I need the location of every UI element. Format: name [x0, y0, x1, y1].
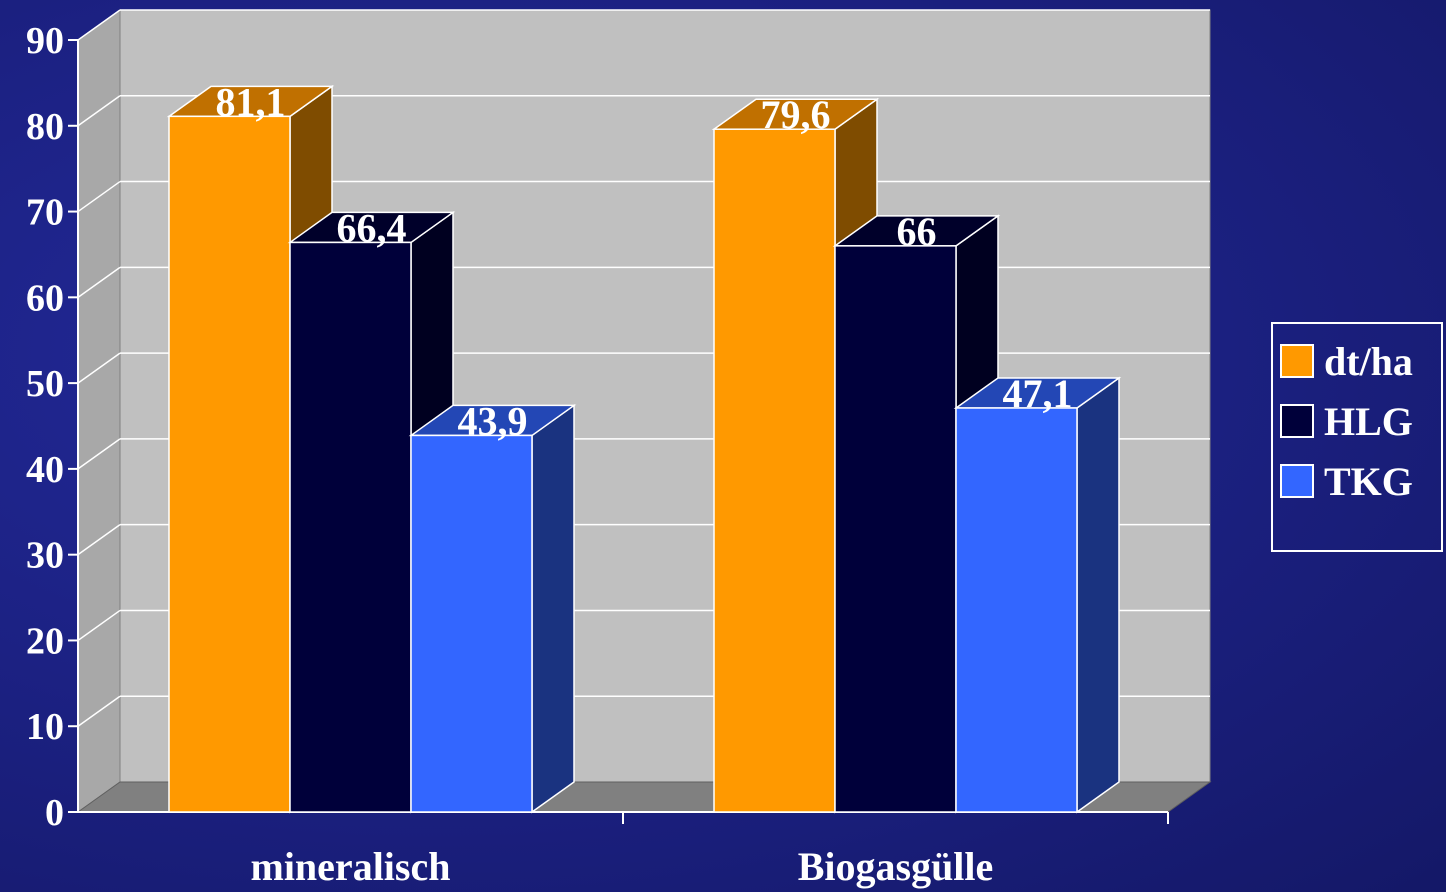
gridline-side: [77, 438, 121, 470]
data-label: 66: [897, 209, 937, 254]
gridline-side: [77, 180, 121, 213]
legend-label: HLG: [1324, 399, 1413, 444]
y-tick-label: 30: [26, 535, 64, 577]
legend-swatch: [1280, 344, 1314, 378]
bar: [953, 376, 1122, 814]
y-tick-label: 90: [26, 20, 64, 62]
y-tick-label: 10: [26, 706, 64, 748]
data-label: 43,9: [458, 398, 528, 443]
gridline-side: [77, 95, 121, 127]
data-label: 47,1: [1003, 371, 1073, 416]
data-label: 66,4: [337, 205, 407, 250]
data-label: 79,6: [761, 92, 831, 137]
y-tick-label: 50: [26, 363, 64, 405]
bar-front: [713, 128, 836, 813]
bar-side: [531, 403, 575, 814]
bar: [408, 403, 577, 814]
gridline-side: [77, 9, 121, 41]
bar-front: [955, 407, 1078, 813]
bars: [166, 84, 1122, 814]
legend-label: TKG: [1324, 459, 1413, 504]
bar-front: [289, 241, 412, 813]
gridline-side: [77, 352, 121, 384]
legend-swatch: [1280, 464, 1314, 498]
legend-box: [1271, 322, 1443, 552]
x-category-label: Biogasgülle: [798, 844, 994, 889]
x-category-label: mineralisch: [251, 844, 451, 889]
gridline-side: [77, 524, 121, 556]
legend: dt/ha HLG TKG: [1271, 322, 1443, 552]
bar-front: [168, 115, 291, 813]
side-wall: [77, 9, 121, 813]
bar-side: [1076, 376, 1120, 814]
bar-front: [410, 434, 533, 813]
y-tick-label: 0: [45, 792, 64, 834]
bar-front: [834, 245, 957, 813]
data-label: 81,1: [216, 79, 286, 124]
legend-swatch: [1280, 404, 1314, 438]
y-tick-label: 40: [26, 449, 64, 491]
gridline-side: [77, 266, 121, 298]
gridline-side: [77, 695, 121, 727]
y-tick-label: 80: [26, 106, 64, 148]
y-tick-label: 70: [26, 192, 64, 234]
y-tick-label: 60: [26, 277, 64, 319]
legend-label: dt/ha: [1324, 339, 1413, 384]
gridline-side: [77, 609, 121, 642]
y-tick-label: 20: [26, 620, 64, 662]
data-labels: 81,1 66,4 43,9 79,6 66 47,1: [216, 79, 1073, 443]
